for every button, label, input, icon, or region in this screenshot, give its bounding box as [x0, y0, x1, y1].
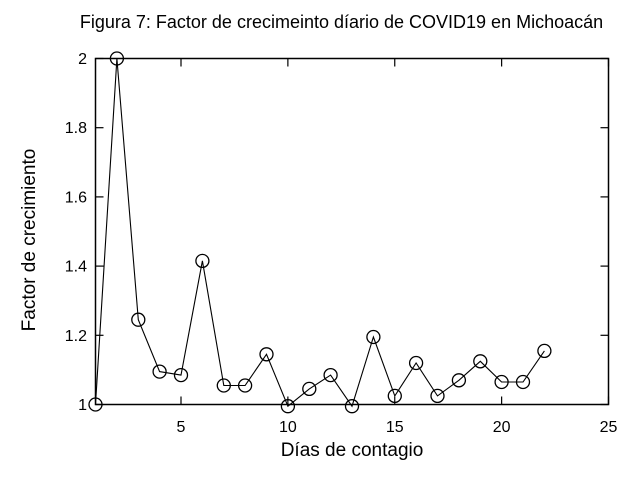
- x-axis-label: Días de contagio: [280, 440, 424, 461]
- plot-frame: [94, 57, 610, 406]
- x-tick-label: 20: [493, 419, 511, 436]
- data-point: [152, 364, 167, 379]
- data-point: [430, 388, 445, 404]
- data-point: [173, 367, 189, 383]
- x-tick-label: 25: [600, 419, 618, 436]
- data-point: [366, 329, 381, 345]
- y-tick-label: 1.6: [65, 189, 87, 206]
- data-point: [473, 354, 488, 369]
- data-point: [237, 378, 253, 393]
- y-tick-label: 1.2: [65, 328, 87, 345]
- data-point: [387, 388, 402, 404]
- x-tick-label: 5: [177, 419, 186, 436]
- chart-title: Figura 7: Factor de crecimeinto díario d…: [79, 12, 604, 32]
- x-tick-label: 10: [279, 419, 297, 436]
- data-point: [88, 397, 103, 412]
- y-tick-label: 1.4: [65, 259, 87, 276]
- data-point: [537, 343, 552, 359]
- data-point: [451, 373, 467, 388]
- data-point: [280, 399, 296, 414]
- data-point: [131, 312, 146, 327]
- y-tick-label: 1.8: [65, 120, 87, 137]
- data-point: [302, 381, 317, 397]
- data-point: [109, 51, 125, 66]
- data-line: [94, 58, 545, 408]
- data-point: [323, 367, 338, 383]
- data-point: [195, 253, 210, 269]
- y-tick-label: 1: [78, 397, 87, 414]
- x-tick-label: 15: [386, 419, 404, 436]
- data-point: [515, 374, 531, 390]
- data-point: [344, 399, 360, 414]
- data-point: [494, 374, 509, 390]
- data-point: [216, 378, 231, 393]
- y-tick-label: 2: [78, 51, 87, 68]
- data-point: [408, 355, 424, 371]
- data-point: [259, 347, 274, 362]
